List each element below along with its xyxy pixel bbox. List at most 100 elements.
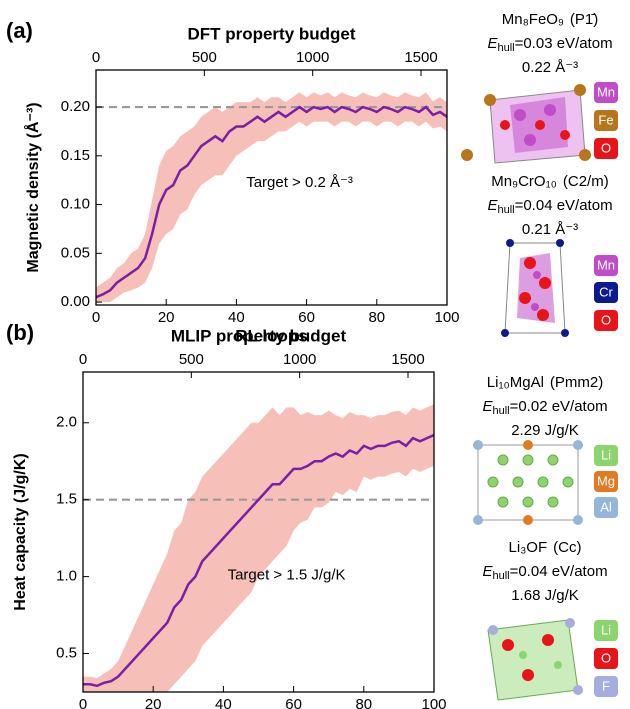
element-label: Mg [597, 473, 615, 488]
y-axis-label: Heat capacity (J/g/K) [12, 453, 29, 610]
energy-value: =0.04 eV/atom [510, 563, 608, 580]
x-tick-label: 20 [158, 309, 175, 326]
element-label: Fe [598, 112, 613, 127]
atom [573, 685, 583, 695]
formula: Mn₉CrO₁₀ [491, 173, 557, 190]
atom [501, 329, 509, 337]
atom [565, 618, 575, 628]
structure-title: Li₁₀MgAl(Pmm2) [487, 374, 603, 391]
error-band [83, 404, 434, 693]
structure-property: 2.29 J/g/K [511, 422, 579, 439]
atom [506, 239, 514, 247]
panel-label: (a) [6, 18, 33, 43]
atom [473, 440, 483, 450]
energy-subscript: hull [497, 204, 514, 216]
atom [484, 94, 496, 106]
atom [524, 134, 536, 146]
crystal-a1 [461, 84, 591, 163]
atom [524, 257, 536, 269]
atom [561, 329, 569, 337]
atom [535, 120, 545, 130]
y-tick-label: 0.15 [61, 147, 90, 164]
x2-axis-label: DFT property budget [187, 24, 355, 43]
atom [560, 130, 570, 140]
x-tick-label: 60 [285, 696, 302, 709]
atom [488, 625, 498, 635]
y-tick-label: 0.5 [56, 645, 77, 662]
energy-above-hull: Ehull=0.03 eV/atom [487, 35, 612, 54]
atom [579, 149, 591, 161]
structure-title: Mn₈FeO₉ (P1̄) [502, 11, 599, 28]
element-label: Mn [597, 257, 615, 272]
energy-value: =0.03 eV/atom [515, 35, 613, 52]
element-label: O [601, 650, 611, 665]
element-label: F [602, 678, 610, 693]
structure-title: Mn₉CrO₁₀ (C2/m) [491, 173, 608, 190]
element-label: Li [601, 447, 611, 462]
atom [574, 84, 586, 96]
x2-tick-label: 1500 [391, 351, 424, 368]
x-tick-label: 40 [215, 696, 232, 709]
atom [548, 455, 558, 465]
polyhedra [488, 620, 578, 700]
crystal-a2 [501, 239, 569, 337]
atom [556, 239, 564, 247]
x2-axis-label: MLIP property budget [171, 326, 347, 345]
atom [537, 309, 549, 321]
x-tick-label: 40 [228, 309, 245, 326]
atom [554, 661, 562, 669]
atom [544, 104, 556, 116]
element-label: O [601, 312, 611, 327]
y-tick-label: 0.10 [61, 196, 90, 213]
x2-tick-label: 500 [192, 49, 217, 66]
x-tick-label: 60 [298, 309, 315, 326]
space-group: (P1̄) [570, 11, 598, 28]
energy-subscript: hull [492, 405, 509, 417]
element-label: Cr [599, 284, 613, 299]
atom [533, 271, 541, 279]
atom [498, 497, 508, 507]
atom [563, 477, 573, 487]
energy-above-hull: Ehull=0.04 eV/atom [482, 563, 607, 582]
element-label: Li [601, 622, 611, 637]
atom [539, 277, 551, 289]
atom [523, 497, 533, 507]
space-group: (Pmm2) [550, 374, 603, 391]
y-tick-label: 1.0 [56, 568, 77, 585]
y-axis-label: Magnetic density (Å⁻³) [23, 102, 42, 272]
energy-subscript: hull [492, 570, 509, 582]
atom [502, 639, 514, 651]
atom [573, 515, 583, 525]
atom [498, 455, 508, 465]
atom [523, 455, 533, 465]
energy-above-hull: Ehull=0.02 eV/atom [482, 398, 607, 417]
energy-subscript: hull [497, 42, 514, 54]
y-tick-label: 0.00 [61, 293, 90, 310]
element-label: Al [600, 499, 612, 514]
x-tick-label: 0 [92, 309, 100, 326]
x-tick-label: 20 [145, 696, 162, 709]
atom [514, 109, 526, 121]
panel-label: (b) [6, 320, 34, 345]
atom [519, 292, 531, 304]
x2-tick-label: 500 [179, 351, 204, 368]
space-group: (C2/m) [563, 173, 609, 190]
x2-tick-label: 0 [79, 351, 87, 368]
structure-property: 0.22 Å⁻³ [522, 59, 578, 76]
plot-area [83, 404, 434, 693]
x-tick-label: 100 [434, 309, 459, 326]
space-group: (Cc) [553, 539, 581, 556]
figure: Target > 0.2 Å⁻³020406080100050010001500… [0, 0, 630, 709]
crystal-b1 [473, 440, 583, 525]
atom [473, 515, 483, 525]
atom [461, 149, 473, 161]
energy-value: =0.02 eV/atom [510, 398, 608, 415]
formula: Li₃OF [509, 539, 548, 556]
crystal-b2 [488, 618, 583, 700]
x-tick-label: 0 [79, 696, 87, 709]
target-label: Target > 1.5 J/g/K [228, 567, 346, 584]
y-tick-label: 0.05 [61, 244, 90, 261]
structure-property: 1.68 J/g/K [511, 587, 579, 604]
y-tick-label: 0.20 [61, 98, 90, 115]
formula: Mn₈FeO₉ [502, 11, 564, 28]
